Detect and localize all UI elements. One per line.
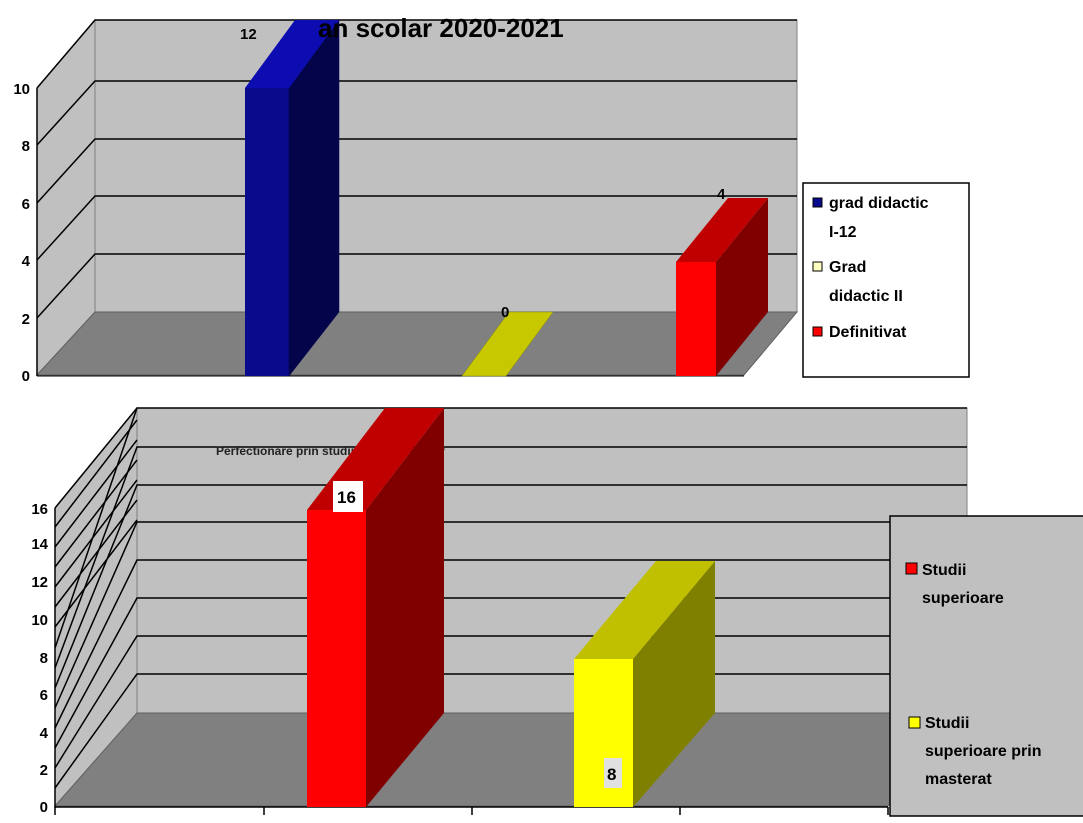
chart-1-bar-grad-didactic-ii bbox=[461, 311, 554, 377]
chart-1-data-label-0: 0 bbox=[501, 304, 509, 321]
chart-1-bar-grad-didactic-i bbox=[245, 19, 340, 377]
chart-2-y-ticks: 0 2 4 6 8 10 12 14 16 bbox=[31, 501, 48, 816]
chart-2-floor bbox=[53, 712, 969, 807]
chart-1-legend: grad didactic I-12 Grad didactic II Defi… bbox=[802, 182, 970, 378]
chart-2-ytick: 10 bbox=[31, 612, 48, 629]
chart-1-bar-definitivat bbox=[676, 198, 768, 376]
bar-side bbox=[633, 561, 715, 807]
legend-swatch-grad-didactic-i bbox=[812, 197, 823, 208]
legend-label: masterat bbox=[925, 771, 992, 788]
bar-front bbox=[245, 88, 289, 376]
chart-1-data-label-12: 12 bbox=[240, 26, 257, 43]
chart-2-data-label-bg bbox=[604, 758, 622, 788]
chart-2-ytick: 6 bbox=[40, 687, 48, 704]
legend-swatch-studii-masterat bbox=[908, 716, 921, 729]
legend-label: Studii bbox=[922, 562, 966, 579]
bar-side bbox=[716, 198, 768, 376]
chart-1-ytick: 2 bbox=[22, 311, 30, 328]
chart-1-y-ticks: 0 2 4 6 8 10 bbox=[13, 81, 30, 385]
chart-2-legend: Studii superioare Studii superioare prin… bbox=[889, 515, 1083, 817]
bar-side bbox=[366, 408, 444, 807]
chart-2-bar-studii-masterat bbox=[574, 561, 715, 807]
chart-1-ytick: 10 bbox=[13, 81, 30, 98]
bar-side bbox=[288, 19, 340, 377]
bar-front bbox=[574, 659, 633, 807]
chart-2-ytick: 2 bbox=[40, 762, 48, 779]
legend-box bbox=[802, 182, 970, 378]
chart-2-x-ticks bbox=[54, 807, 889, 815]
chart-1-gridlines bbox=[36, 19, 797, 319]
chart-1-floor bbox=[35, 311, 799, 376]
chart-1-ytick: 6 bbox=[22, 196, 30, 213]
bar-top bbox=[461, 311, 554, 377]
chart-2-ytick: 4 bbox=[40, 725, 49, 742]
chart-2-ytick: 0 bbox=[40, 799, 48, 816]
bar-front bbox=[307, 510, 366, 807]
bar-top bbox=[676, 198, 768, 262]
bar-front bbox=[676, 262, 716, 376]
chart-2: 0 2 4 6 8 10 12 14 16 Perfectionare prin… bbox=[31, 406, 1083, 817]
chart-2-ytick: 8 bbox=[40, 650, 48, 667]
legend-label: Studii bbox=[925, 715, 969, 732]
chart-1-title: an scolar 2020-2021 bbox=[318, 13, 564, 43]
bar-top bbox=[574, 561, 715, 659]
chart-1-data-label-4: 4 bbox=[717, 186, 726, 203]
legend-label: grad didactic bbox=[829, 195, 929, 212]
chart-1: 0 2 4 6 8 10 12 0 4 an scolar 2020-2021 bbox=[13, 13, 970, 385]
legend-swatch-grad-didactic-ii bbox=[812, 261, 823, 272]
legend-label: didactic II bbox=[829, 288, 903, 305]
chart-1-ytick: 0 bbox=[22, 368, 30, 385]
bar-top bbox=[245, 20, 339, 88]
legend-label: superioare prin bbox=[925, 743, 1041, 760]
chart-2-ytick: 16 bbox=[31, 501, 48, 518]
legend-swatch-definitivat bbox=[812, 326, 823, 337]
chart-2-ytick: 12 bbox=[31, 574, 48, 591]
legend-label: I-12 bbox=[829, 224, 857, 241]
chart-2-data-label-16: 16 bbox=[337, 488, 356, 507]
legend-swatch-studii-superioare bbox=[905, 562, 918, 575]
legend-box bbox=[889, 515, 1083, 817]
chart-2-data-label-8: 8 bbox=[607, 765, 616, 784]
legend-label: superioare bbox=[922, 590, 1004, 607]
legend-label: Definitivat bbox=[829, 324, 907, 341]
chart-2-ytick: 14 bbox=[31, 536, 48, 553]
chart-1-ytick: 4 bbox=[22, 253, 31, 270]
legend-label: Grad bbox=[829, 259, 866, 276]
chart-1-ytick: 8 bbox=[22, 138, 30, 155]
chart-2-data-label-bg bbox=[333, 481, 363, 512]
